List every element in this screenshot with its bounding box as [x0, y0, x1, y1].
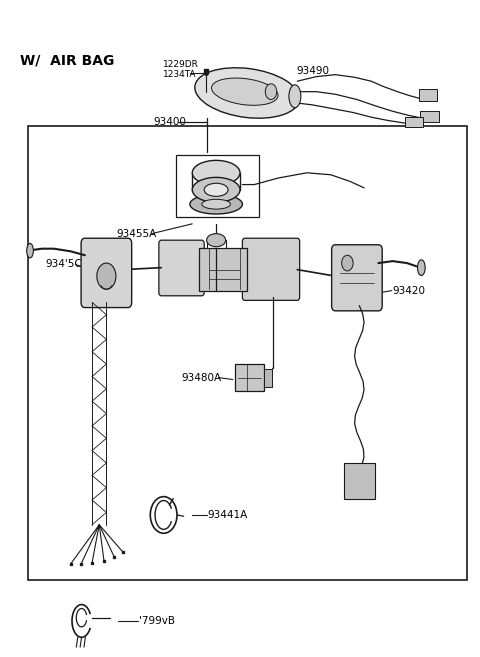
Ellipse shape: [192, 160, 240, 185]
Bar: [28, 125, 467, 580]
Bar: [199, 248, 247, 290]
Text: 93480A: 93480A: [182, 373, 222, 382]
Ellipse shape: [195, 68, 300, 118]
Ellipse shape: [289, 85, 301, 108]
Ellipse shape: [204, 183, 228, 196]
FancyBboxPatch shape: [242, 238, 300, 300]
Text: 93420: 93420: [393, 286, 426, 296]
Text: '799vB: '799vB: [139, 616, 175, 626]
Text: W/  AIR BAG: W/ AIR BAG: [21, 53, 115, 67]
Bar: [176, 155, 259, 217]
Ellipse shape: [190, 194, 242, 214]
Text: 1234TA: 1234TA: [163, 70, 196, 79]
Circle shape: [97, 263, 116, 289]
Ellipse shape: [212, 78, 278, 105]
Text: 93490: 93490: [296, 66, 329, 76]
Circle shape: [342, 255, 353, 271]
Text: 934'5C: 934'5C: [45, 260, 82, 269]
FancyBboxPatch shape: [332, 245, 382, 311]
Text: 1229DR: 1229DR: [163, 60, 199, 69]
FancyBboxPatch shape: [81, 238, 132, 307]
Text: 93441A: 93441A: [207, 510, 248, 520]
Bar: [264, 369, 273, 388]
Ellipse shape: [206, 234, 226, 247]
Ellipse shape: [27, 244, 34, 258]
Bar: [420, 111, 439, 122]
Ellipse shape: [202, 199, 230, 209]
Ellipse shape: [418, 260, 425, 275]
Bar: [344, 463, 375, 499]
Bar: [405, 117, 423, 127]
Bar: [235, 365, 264, 391]
Ellipse shape: [192, 177, 240, 202]
Circle shape: [265, 84, 277, 99]
FancyBboxPatch shape: [159, 240, 204, 296]
Bar: [419, 89, 437, 101]
Text: 93400: 93400: [153, 117, 186, 127]
Text: 93455A: 93455A: [116, 229, 156, 238]
